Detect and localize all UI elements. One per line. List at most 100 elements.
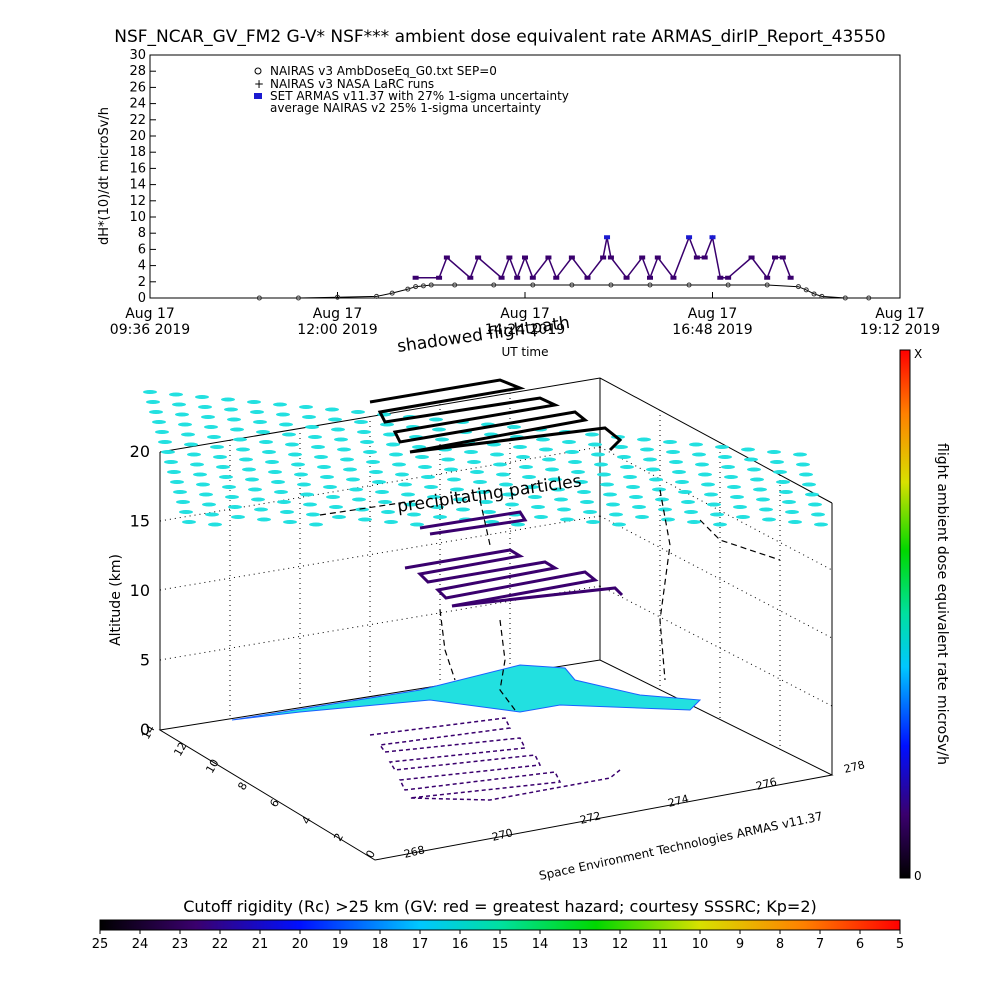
cutoff-colorbar-title: Cutoff rigidity (Rc) >25 km (GV: red = g… (183, 897, 817, 916)
cutoff-layer-mark (456, 507, 470, 512)
top-x-tick-label-line2: 14:24 2019 (485, 322, 565, 338)
cutoff-layer-mark (586, 520, 600, 524)
cutoff-layer-mark (733, 505, 747, 509)
cutoff-layer-mark (340, 457, 354, 462)
cutoff-layer-mark (231, 515, 245, 519)
cutoff-layer-mark (551, 487, 565, 492)
cutoff-layer-mark (507, 425, 521, 429)
cutoff-layer-mark (146, 400, 160, 404)
cutoff-layer-mark (306, 512, 320, 517)
cutoff-layer-mark (271, 480, 285, 484)
series-point-armas (529, 275, 536, 280)
legend-entry-3: average NAIRAS v2 25% 1-sigma uncertaint… (270, 101, 541, 115)
cutoff-layer-mark (707, 502, 721, 507)
cutoff-layer-mark (193, 472, 207, 477)
cutoff-layer-mark (277, 500, 291, 504)
cutoff-layer-mark (799, 472, 813, 477)
cutoff-layer-mark (505, 502, 519, 507)
legend-marker-1: + (254, 77, 264, 91)
cutoff-layer-mark (490, 452, 504, 457)
cutoff-layer-mark (750, 477, 764, 482)
series-point-nairas (569, 282, 575, 288)
cutoff-layer-mark (571, 470, 585, 474)
series-point-nairas (295, 295, 301, 301)
cutoff-layer-mark (346, 477, 360, 482)
longitude-tick-label: 268 (403, 843, 427, 861)
cutoff-layer-mark (802, 482, 816, 487)
series-point-nairas (335, 294, 340, 300)
cutoff-layer-mark (617, 455, 631, 459)
cutoff-layer-mark (516, 455, 530, 459)
cutoff-layer-mark (288, 452, 302, 457)
series-point-armas (545, 255, 552, 260)
series-point-nairas (764, 282, 770, 288)
cutoff-layer-mark (421, 475, 435, 479)
altitude-tick-label: 5 (140, 651, 150, 670)
series-point-armas (568, 255, 575, 260)
cutoff-layer-mark (470, 470, 484, 474)
series-point-nairas (389, 290, 395, 296)
cutoff-layer-mark (291, 462, 305, 467)
cutoff-layer-mark (453, 497, 467, 502)
cutoff-layer-mark (430, 505, 444, 509)
cutoff-layer-mark (311, 445, 325, 449)
cutoff-layer-mark (429, 417, 443, 422)
legend-marker-0 (254, 67, 262, 75)
cutoff-layer-mark (199, 492, 213, 497)
cutoff-layer-mark (328, 417, 342, 422)
cutoff-layer-mark (323, 485, 337, 489)
cutoff-layer-mark (308, 435, 322, 439)
top-x-tick-label-line2: 09:36 2019 (110, 322, 190, 338)
cutoff-colorbar (99, 919, 901, 931)
series-point-armas (443, 255, 450, 260)
cutoff-layer-mark (432, 427, 446, 432)
cutoff-layer-mark (179, 510, 193, 514)
cutoff-layer-mark (450, 487, 464, 492)
cutoff-layer-mark (381, 510, 395, 514)
cutoff-layer-mark (643, 457, 657, 462)
cutoff-layer-mark (727, 485, 741, 489)
cutoff-layer-mark (375, 490, 389, 494)
cutoff-layer-mark (208, 522, 222, 527)
top-chart-legend: NAIRAS v3 AmbDoseEq_G0.txt SEP=0 + NAIRA… (254, 64, 569, 115)
series-point-nairas (811, 291, 817, 297)
cutoff-layer-mark (583, 510, 597, 514)
cutoff-layer-mark (698, 472, 712, 477)
latitude-tick-label: 10 (203, 757, 221, 776)
cutoff-layer-mark (588, 442, 602, 447)
series-point-armas (475, 255, 482, 260)
cutoff-layer-mark (687, 520, 701, 524)
series-point-nairas (256, 295, 262, 301)
cutoff-layer-mark (202, 502, 216, 507)
cutoff-tick-label: 9 (736, 937, 744, 952)
series-point-armas (412, 275, 419, 280)
cutoff-layer-mark (369, 470, 383, 474)
series-point-nairas (819, 293, 825, 299)
top-y-tick-label: 16 (129, 161, 146, 176)
cutoff-layer-mark (256, 430, 270, 434)
cutoff-layer-mark (253, 420, 267, 424)
cutoff-layer-mark (274, 490, 288, 494)
series-point-nairas (428, 282, 434, 288)
cutoff-layer-mark (222, 485, 236, 489)
cutoff-layer-mark (560, 517, 574, 522)
series-point-armas (693, 255, 700, 260)
top-chart-title: NSF_NCAR_GV_FM2 G-V* NSF*** ambient dose… (114, 27, 885, 47)
legend-entry-0: NAIRAS v3 AmbDoseEq_G0.txt SEP=0 (270, 64, 497, 78)
cutoff-layer-mark (227, 417, 241, 422)
latitude-tick-label: 14 (139, 723, 157, 742)
cutoff-layer-mark (655, 497, 669, 502)
cutoff-layer-mark (190, 462, 204, 467)
series-point-armas (607, 255, 614, 260)
cutoff-layer-mark (467, 460, 481, 464)
cutoff-tick-label: 11 (652, 937, 669, 952)
cutoff-layer-mark (254, 507, 268, 512)
cutoff-tick-label: 21 (252, 937, 269, 952)
cutoff-layer-mark (435, 437, 449, 442)
cutoff-layer-mark (305, 425, 319, 429)
cutoff-layer-mark (366, 460, 380, 464)
cutoff-layer-mark (302, 415, 316, 419)
top-x-tick-label-line1: Aug 17 (313, 306, 363, 322)
cutoff-layer-mark (689, 442, 703, 447)
